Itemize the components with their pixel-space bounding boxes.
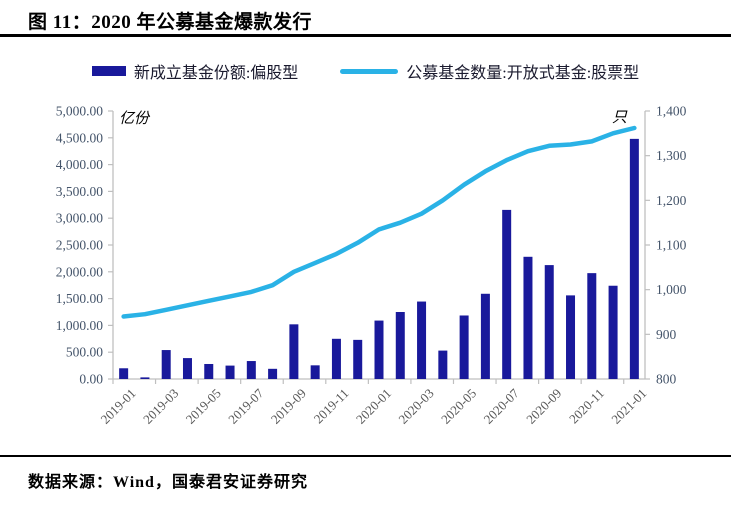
x-tick-label: 2020-11 <box>566 386 607 427</box>
y-tick-label-right: 1,400 <box>656 104 687 119</box>
chart-legend: 新成立基金份额:偏股型 公募基金数量:开放式基金:股票型 <box>0 58 731 84</box>
bar-series-swatch-icon <box>91 66 126 76</box>
y-tick-label-left: 1,000.00 <box>56 318 104 333</box>
right-axis-unit-label: 只 <box>612 110 628 126</box>
y-tick-label-right: 1,100 <box>656 238 687 253</box>
y-tick-label-right: 1,300 <box>656 148 687 163</box>
bar-2020-01 <box>374 320 384 379</box>
bar-2020-03 <box>417 301 427 379</box>
bar-2020-04 <box>438 350 448 379</box>
line-series-swatch-icon <box>340 68 399 74</box>
bar-2020-11 <box>587 273 597 379</box>
fund-count-line <box>121 125 637 319</box>
bar-2019-09 <box>289 324 299 379</box>
bar-2019-04 <box>182 358 192 379</box>
bar-2020-10 <box>566 295 576 379</box>
x-tick-label: 2021-01 <box>608 386 649 427</box>
y-tick-label-right: 900 <box>656 327 677 342</box>
left-axis-unit-label: 亿份 <box>119 110 151 127</box>
y-tick-label-left: 500.00 <box>66 345 103 360</box>
y-tick-label-right: 1,000 <box>656 282 687 297</box>
bar-2020-09 <box>544 265 554 379</box>
bar-2020-12 <box>608 285 618 379</box>
bar-2019-03 <box>161 350 171 379</box>
bar-2019-02 <box>140 377 150 379</box>
legend-item-line-series: 公募基金数量:开放式基金:股票型 <box>340 59 639 83</box>
x-tick-label: 2020-01 <box>353 386 394 427</box>
title-divider <box>0 34 731 37</box>
bar-2020-06 <box>480 293 490 379</box>
x-tick-label: 2019-01 <box>98 386 139 427</box>
y-tick-label-left: 3,500.00 <box>56 184 104 199</box>
bar-2019-12 <box>353 339 363 379</box>
y-tick-label-left: 0.00 <box>79 372 103 387</box>
footer-divider <box>0 455 731 457</box>
x-tick-label: 2019-11 <box>311 386 352 427</box>
x-tick-label: 2020-05 <box>438 386 479 427</box>
x-tick-label: 2019-09 <box>268 386 309 427</box>
y-tick-label-right: 1,200 <box>656 193 687 208</box>
x-tick-label: 2020-07 <box>481 385 523 427</box>
legend-label-bar-series: 新成立基金份额:偏股型 <box>133 65 299 82</box>
data-source-note: 数据来源：Wind，国泰君安证券研究 <box>28 474 308 491</box>
x-tick-label: 2019-07 <box>225 385 267 427</box>
y-tick-label-left: 4,500.00 <box>56 130 104 145</box>
y-tick-label-left: 2,000.00 <box>56 264 104 279</box>
bar-2019-05 <box>204 363 214 379</box>
x-tick-label: 2020-09 <box>523 386 564 427</box>
y-tick-label-left: 4,000.00 <box>56 157 104 172</box>
bar-2019-01 <box>119 368 129 379</box>
bar-2020-07 <box>502 209 512 379</box>
y-tick-label-right: 800 <box>656 372 677 387</box>
x-tick-label: 2019-05 <box>183 386 224 427</box>
bar-2019-11 <box>331 338 341 379</box>
bar-2019-08 <box>268 368 278 379</box>
y-tick-label-left: 2,500.00 <box>56 238 104 253</box>
y-tick-label-left: 1,500.00 <box>56 291 104 306</box>
bar-2020-08 <box>523 256 533 379</box>
bar-2020-02 <box>395 312 405 379</box>
y-tick-label-left: 5,000.00 <box>56 104 104 119</box>
legend-item-bar-series: 新成立基金份额:偏股型 <box>91 59 299 83</box>
legend-label-line-series: 公募基金数量:开放式基金:股票型 <box>406 65 640 82</box>
bar-2019-07 <box>246 361 256 379</box>
y-tick-label-left: 3,000.00 <box>56 211 104 226</box>
bar-2019-10 <box>310 365 320 379</box>
x-tick-label: 2019-03 <box>140 386 181 427</box>
bar-2019-06 <box>225 365 235 379</box>
x-tick-label: 2020-03 <box>395 386 436 427</box>
bar-2020-05 <box>459 315 469 379</box>
figure-title: 图 11：2020 年公募基金爆款发行 <box>28 12 312 33</box>
bar-2021-01 <box>629 138 639 379</box>
